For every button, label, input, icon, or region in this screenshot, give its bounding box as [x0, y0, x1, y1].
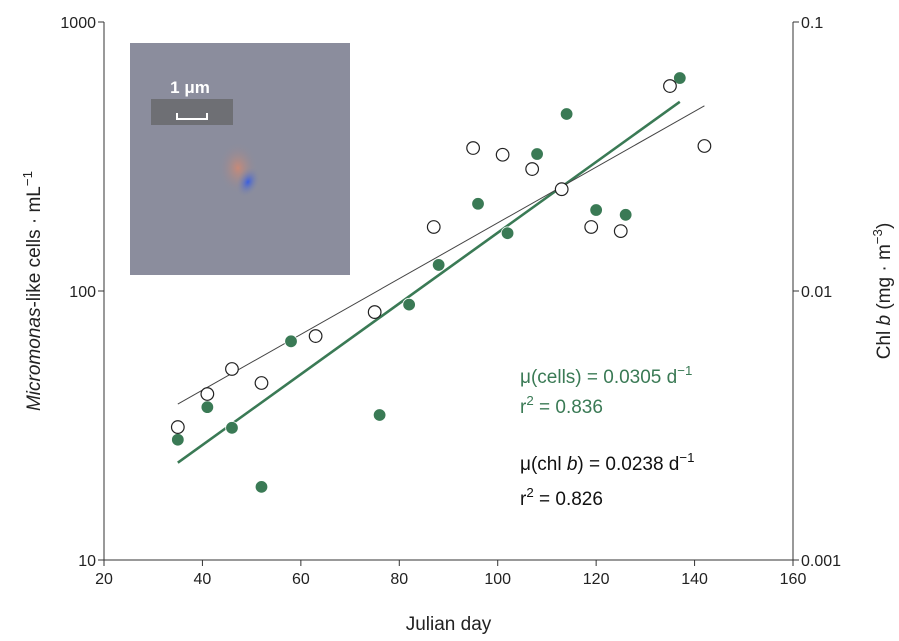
y-tick-label: 100 — [69, 284, 96, 301]
text-part: μ(chl — [520, 454, 567, 475]
open-point — [367, 305, 382, 319]
y2-tick-label: 0.1 — [801, 15, 823, 32]
fit-line — [177, 105, 705, 405]
filled-point — [471, 197, 485, 211]
text-part: 2 — [526, 485, 533, 500]
filled-point — [618, 208, 633, 222]
text-part: = 0.826 — [534, 489, 603, 510]
open-point — [254, 376, 269, 390]
open-point — [613, 224, 628, 238]
text-part: Chl — [874, 326, 895, 360]
annotation: r2 = 0.826 — [520, 485, 603, 510]
x-tick-label: 160 — [780, 571, 807, 588]
y-axis-title: Micromonas-like cells · mL−1 — [20, 171, 45, 411]
open-point — [495, 147, 510, 162]
text-part: -like cells · mL — [24, 186, 45, 307]
filled-point — [284, 334, 298, 349]
text-part: −1 — [20, 171, 35, 186]
text-part: (mg · m — [874, 244, 895, 315]
filled-point — [589, 203, 603, 217]
y2-tick-label: 0.01 — [801, 284, 832, 301]
filled-point — [431, 258, 446, 272]
filled-point — [171, 433, 185, 447]
text-part: μ(cells) = 0.0305 d — [520, 367, 677, 388]
x-tick-label: 100 — [484, 571, 511, 588]
y-tick-label: 1000 — [60, 15, 96, 32]
open-point — [663, 79, 677, 93]
text-part: = 0.836 — [534, 397, 603, 418]
scale-label: 1 μm — [170, 78, 210, 97]
filled-point — [500, 226, 515, 240]
filled-point — [372, 408, 387, 422]
open-point — [554, 182, 569, 197]
text-part: Micromonas — [24, 307, 45, 411]
y2-tick-label: 0.001 — [801, 553, 841, 570]
text-part: ) — [874, 223, 895, 229]
x-axis-title: Julian day — [406, 614, 492, 635]
text-part: r — [520, 489, 527, 510]
filled-point — [402, 297, 416, 312]
x-tick-label: 120 — [583, 571, 610, 588]
open-point — [426, 220, 441, 234]
filled-point — [530, 147, 544, 161]
filled-point — [559, 107, 574, 121]
filled-point — [254, 480, 269, 494]
annotation: μ(cells) = 0.0305 d−1 — [520, 363, 692, 388]
text-part: −3 — [870, 229, 885, 244]
open-point — [697, 139, 712, 153]
y-tick-label: 10 — [78, 553, 96, 570]
fit-line — [177, 100, 681, 464]
inset-photo: 1 μm — [130, 43, 350, 275]
x-tick-label: 60 — [292, 571, 310, 588]
open-point — [170, 420, 185, 434]
filled-point — [200, 400, 215, 414]
annotation: μ(chl b) = 0.0238 d−1 — [520, 450, 695, 475]
filled-point — [673, 71, 687, 85]
text-part: ) = 0.0238 d — [577, 454, 679, 475]
open-point — [225, 362, 239, 376]
text-part: b — [567, 454, 578, 475]
text-part: 2 — [526, 393, 533, 408]
annotation: r2 = 0.836 — [520, 393, 603, 418]
x-tick-label: 140 — [681, 571, 708, 588]
y2-axis-title: Chl b (mg · m−3) — [870, 223, 895, 360]
x-tick-label: 20 — [95, 571, 113, 588]
open-point — [525, 162, 540, 176]
text-part: −1 — [679, 450, 694, 465]
text-part: −1 — [677, 363, 692, 378]
cell-blob — [235, 166, 261, 198]
scale-bar-box — [151, 99, 233, 125]
open-point — [584, 220, 599, 234]
open-point — [466, 141, 481, 155]
text-part: b — [874, 315, 895, 326]
x-tick-label: 40 — [194, 571, 212, 588]
text-part: r — [520, 397, 527, 418]
open-point — [308, 329, 323, 343]
x-tick-label: 80 — [390, 571, 408, 588]
scale-bar — [176, 113, 208, 120]
filled-point — [225, 421, 239, 435]
open-point — [200, 387, 215, 401]
